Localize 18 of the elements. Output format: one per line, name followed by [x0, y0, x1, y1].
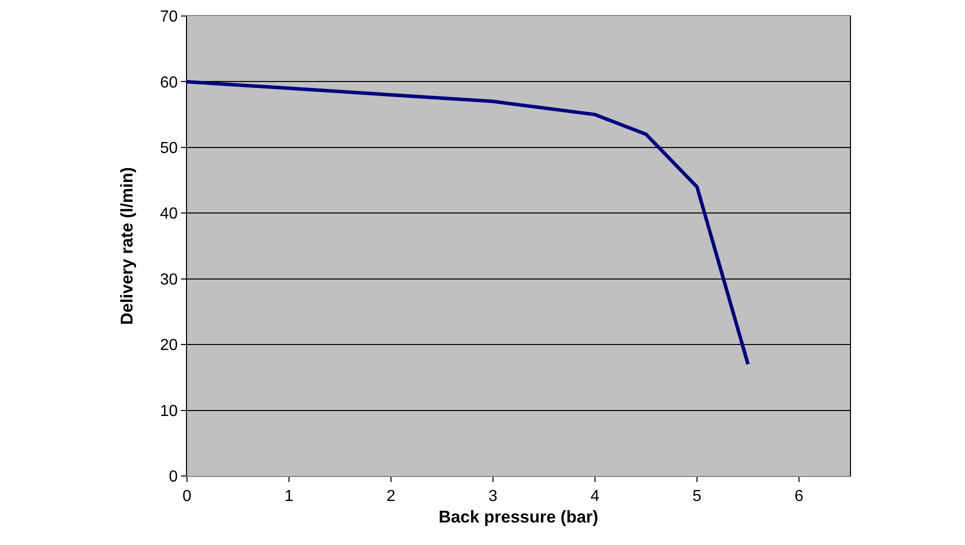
- y-tick-label: 20: [160, 337, 178, 354]
- x-tick-label: 4: [590, 488, 600, 506]
- x-tick-label: 1: [284, 488, 294, 506]
- y-tick-label: 30: [160, 271, 178, 288]
- y-tick-label: 10: [160, 402, 178, 420]
- x-tick-label: 0: [182, 488, 192, 506]
- y-tick-label: 70: [160, 8, 178, 26]
- x-tick-label: 2: [386, 488, 396, 506]
- y-tick-label: 50: [160, 140, 178, 158]
- y-tick-label: 40: [160, 206, 178, 223]
- x-tick-label: 6: [794, 488, 804, 506]
- y-tick-label: 60: [160, 74, 178, 92]
- x-tick-label: 3: [488, 488, 498, 506]
- x-axis-title: Back pressure (bar): [438, 508, 598, 527]
- y-tick-label: 0: [168, 468, 178, 486]
- x-tick-label: 5: [692, 488, 702, 506]
- y-axis-title: Delivery rate (l/min): [118, 167, 137, 325]
- line-series: [187, 80, 750, 366]
